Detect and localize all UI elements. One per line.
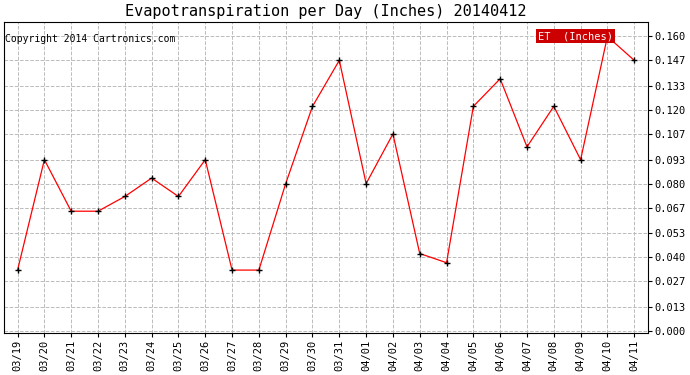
Text: Copyright 2014 Cartronics.com: Copyright 2014 Cartronics.com xyxy=(6,34,176,44)
Text: ET  (Inches): ET (Inches) xyxy=(538,31,613,41)
Title: Evapotranspiration per Day (Inches) 20140412: Evapotranspiration per Day (Inches) 2014… xyxy=(125,4,526,19)
